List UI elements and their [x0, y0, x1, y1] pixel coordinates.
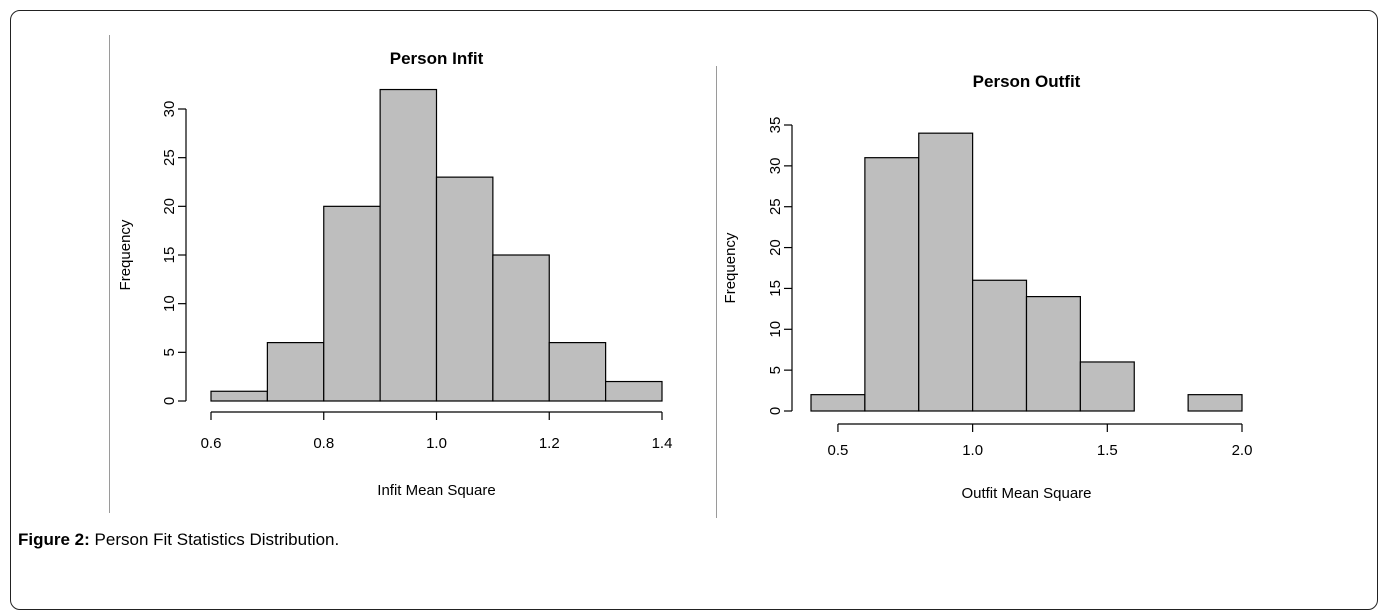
histogram-bar	[323, 205, 381, 402]
histogram-bar	[1025, 296, 1081, 412]
x-tick-label: 1.2	[539, 435, 560, 452]
histogram-bar	[972, 279, 1028, 412]
y-tick-label: 15	[161, 247, 178, 264]
histogram-bar	[548, 342, 607, 402]
y-axis-label: Frequency	[722, 232, 739, 303]
histogram-bar	[864, 157, 920, 412]
x-tick-label: 0.6	[201, 435, 222, 452]
caption-label: Figure 2:	[18, 530, 90, 549]
histogram-bar	[1079, 361, 1135, 412]
y-tick-label: 10	[767, 321, 784, 338]
y-axis-label: Frequency	[117, 219, 134, 290]
y-tick-label: 15	[767, 280, 784, 297]
histogram-bar	[1187, 394, 1243, 412]
x-axis-label: Infit Mean Square	[377, 482, 495, 499]
histogram-bar	[210, 390, 268, 402]
x-tick-label: 1.4	[652, 435, 673, 452]
histogram-bar	[435, 176, 494, 402]
y-tick-label: 25	[161, 149, 178, 166]
figure-caption: Figure 2: Person Fit Statistics Distribu…	[18, 530, 339, 550]
histogram-bar	[266, 342, 325, 402]
histogram-bar	[810, 394, 866, 412]
chart-title: Person Infit	[390, 49, 484, 68]
y-tick-label: 30	[161, 101, 178, 118]
y-tick-label: 35	[767, 117, 784, 134]
outfit-histogram: Person Outfit 0.5 1.0 1.5 2.0 0 5 10 15 20 25 30 35 O…	[722, 72, 1253, 502]
histogram-bar	[492, 254, 550, 402]
x-tick-label: 2.0	[1232, 442, 1253, 459]
histogram-bar	[918, 132, 974, 412]
y-tick-label: 20	[161, 198, 178, 215]
x-tick-label: 1.0	[426, 435, 447, 452]
y-tick-label: 10	[161, 295, 178, 312]
infit-histogram: Person Infit 0.6 0.8 1.0 1.2 1.4 0 5 10 15 20 25 30 I…	[117, 49, 673, 499]
x-tick-label: 0.5	[828, 442, 849, 459]
middle-divider	[716, 66, 717, 518]
x-tick-label: 0.8	[313, 435, 334, 452]
left-divider	[109, 35, 110, 513]
x-tick-label: 1.5	[1097, 442, 1118, 459]
y-tick-label: 0	[767, 407, 784, 415]
y-tick-label: 5	[767, 366, 784, 374]
x-axis-label: Outfit Mean Square	[961, 485, 1091, 502]
y-tick-label: 30	[767, 158, 784, 175]
y-tick-label: 5	[161, 348, 178, 356]
y-tick-label: 0	[161, 397, 178, 405]
histogram-bar	[605, 380, 663, 402]
caption-text: Person Fit Statistics Distribution.	[94, 530, 340, 549]
chart-title: Person Outfit	[973, 72, 1081, 91]
y-tick-label: 25	[767, 198, 784, 215]
y-tick-label: 20	[767, 239, 784, 256]
x-tick-label: 1.0	[962, 442, 983, 459]
histogram-bar	[379, 88, 438, 402]
